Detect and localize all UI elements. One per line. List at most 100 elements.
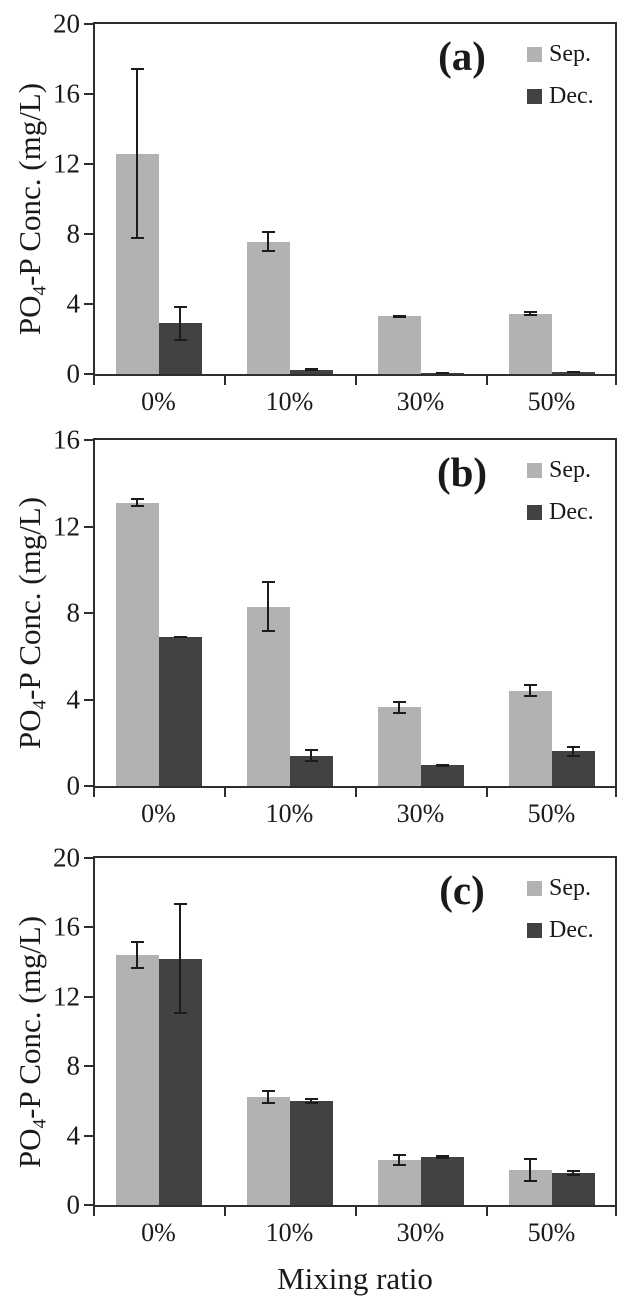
y-tick-label: 8 <box>66 597 81 628</box>
y-axis-tick <box>84 233 93 235</box>
y-axis-tick <box>84 698 93 701</box>
y-tick-label: 12 <box>53 981 80 1012</box>
error-bar-cap-bottom <box>392 711 406 714</box>
y-tick-label: 0 <box>66 358 81 389</box>
x-tick-label-50pct: 50% <box>527 387 576 416</box>
error-bar-cap-top <box>173 903 187 906</box>
y-axis-tick <box>84 1204 93 1206</box>
x-axis-tick <box>615 376 617 385</box>
error-bar-cap-top <box>130 941 144 944</box>
error-bar-cap-bottom <box>435 372 449 375</box>
error-bar-cap-top <box>435 1155 449 1158</box>
error-bar-line <box>267 231 269 253</box>
y-axis-tick <box>84 93 93 95</box>
legend-label: Dec. <box>549 499 594 525</box>
error-bar-cap-bottom <box>304 369 318 372</box>
error-bar-cap-top <box>261 580 275 583</box>
chart-panel-c: PO4-P Conc. (mg/L) 0 4 8 12 16 20 0% 10% 30% 50% (c… <box>0 844 633 1302</box>
x-tick-label-0pct: 0% <box>141 1218 176 1247</box>
error-bar-cap-top <box>392 314 406 317</box>
error-bar-cap-bottom <box>566 754 580 757</box>
bar-sep-0pct <box>115 955 159 1205</box>
x-axis-tick <box>486 788 488 797</box>
error-bar-sep-10pct <box>261 580 275 633</box>
x-tick-label-0pct: 0% <box>141 799 176 828</box>
legend-swatch-dec-icon <box>527 504 542 520</box>
x-tick-label-50pct: 50% <box>527 1218 576 1247</box>
y-tick-label: 16 <box>53 78 80 109</box>
x-tick-label-30pct: 30% <box>396 1218 445 1247</box>
error-bar-cap-bottom <box>261 630 275 633</box>
error-bar-line <box>267 580 269 633</box>
y-axis-tick <box>84 1134 93 1137</box>
error-bar-line <box>572 745 574 757</box>
error-bar-dec-0pct <box>173 903 187 1015</box>
legend-label: Dec. <box>549 83 594 109</box>
error-bar-cap-top <box>392 1153 406 1156</box>
error-bar-cap-bottom <box>392 1163 406 1166</box>
error-bar-dec-10pct <box>304 367 318 372</box>
y-axis-tick <box>84 995 93 998</box>
legend-swatch-sep-icon <box>527 880 542 896</box>
x-axis-tick <box>224 1207 226 1216</box>
x-axis-tick <box>93 376 95 385</box>
legend-swatch-dec-icon <box>527 88 542 104</box>
bar-dec-0pct <box>158 636 202 786</box>
error-bar-cap-bottom <box>173 1012 187 1015</box>
error-bar-cap-bottom <box>566 371 580 374</box>
error-bar-cap-top <box>261 1090 275 1093</box>
error-bar-cap-bottom <box>523 314 537 317</box>
error-bar-sep-30pct <box>392 700 406 714</box>
y-tick-label: 4 <box>66 288 81 319</box>
y-axis-tick <box>84 373 93 375</box>
error-bar-cap-bottom <box>523 1180 537 1183</box>
error-bar-cap-top <box>261 231 275 234</box>
chart-panel-a: PO4-P Conc. (mg/L) 0 4 8 12 16 20 0% 10% 30% 50% (a… <box>0 0 633 420</box>
y-tick-label: 0 <box>66 1189 81 1220</box>
error-bar-sep-0pct <box>130 941 144 970</box>
legend-swatch-sep-icon <box>527 46 542 62</box>
x-axis-tick <box>224 376 226 385</box>
error-bar-cap-bottom <box>261 250 275 253</box>
y-tick-label: 12 <box>53 511 80 541</box>
y-tick-label: 16 <box>53 424 80 455</box>
bar-sep-30pct <box>377 316 421 374</box>
legend-swatch-dec-icon <box>527 922 542 938</box>
error-bar-line <box>529 684 531 698</box>
y-axis-tick <box>84 612 93 614</box>
y-tick-label: 4 <box>66 1120 81 1151</box>
y-tick-label: 8 <box>66 218 81 249</box>
y-tick-label: 16 <box>53 911 80 942</box>
error-bar-dec-50pct <box>566 1170 580 1176</box>
bar-dec-10pct <box>289 369 333 374</box>
error-bar-dec-0pct <box>173 635 187 638</box>
error-bar-cap-bottom <box>130 967 144 970</box>
bar-dec-10pct <box>289 1100 333 1205</box>
y-axis-label-post: -P Conc. (mg/L) <box>12 82 48 286</box>
y-axis-label-post: -P Conc. (mg/L) <box>12 915 48 1119</box>
y-tick-label: 8 <box>66 1050 81 1081</box>
legend-item-sep: Sep. <box>527 42 591 66</box>
y-axis-tick <box>84 926 93 929</box>
legend-label: Sep. <box>549 41 591 67</box>
y-axis-tick <box>84 785 93 787</box>
y-axis-tick <box>84 23 93 25</box>
error-bar-cap-top <box>392 700 406 703</box>
y-tick-label: 12 <box>53 148 80 179</box>
error-bar-sep-10pct <box>261 231 275 253</box>
bar-sep-30pct <box>377 707 421 786</box>
x-axis-tick <box>355 1207 357 1216</box>
error-bar-dec-30pct <box>435 372 449 375</box>
bar-sep-0pct <box>115 502 159 786</box>
error-bar-cap-top <box>173 305 187 308</box>
error-bar-cap-top <box>304 367 318 370</box>
error-bar-line <box>398 1153 400 1166</box>
x-axis-tick <box>486 376 488 385</box>
x-axis-tick <box>615 1207 617 1216</box>
bar-sep-10pct <box>246 241 290 374</box>
error-bar-line <box>136 67 138 240</box>
error-bar-cap-top <box>523 311 537 313</box>
y-tick-label: 20 <box>53 8 80 39</box>
error-bar-line <box>529 1158 531 1183</box>
